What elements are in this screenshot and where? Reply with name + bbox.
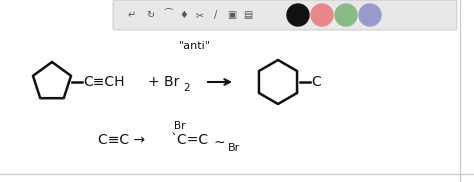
Text: ↵: ↵ [128,10,136,20]
Text: ▤: ▤ [243,10,253,20]
Text: "anti": "anti" [179,41,211,51]
FancyBboxPatch shape [113,0,457,30]
Text: C: C [311,75,321,89]
Text: ♦: ♦ [180,10,188,20]
Text: C≡CH: C≡CH [83,75,125,89]
Circle shape [287,4,309,26]
Text: ↻: ↻ [146,10,154,20]
Text: 2: 2 [183,83,190,93]
Text: `C=C: `C=C [171,133,209,147]
Text: Br: Br [174,121,185,131]
Text: ▣: ▣ [228,10,237,20]
Text: ✂: ✂ [196,10,204,20]
Text: ~: ~ [214,136,226,150]
Text: C≡C →: C≡C → [98,133,145,147]
Text: ⁀: ⁀ [164,10,172,20]
Text: Br: Br [228,143,240,153]
Circle shape [359,4,381,26]
Circle shape [311,4,333,26]
Text: + Br: + Br [148,75,179,89]
Circle shape [335,4,357,26]
Text: /: / [214,10,218,20]
